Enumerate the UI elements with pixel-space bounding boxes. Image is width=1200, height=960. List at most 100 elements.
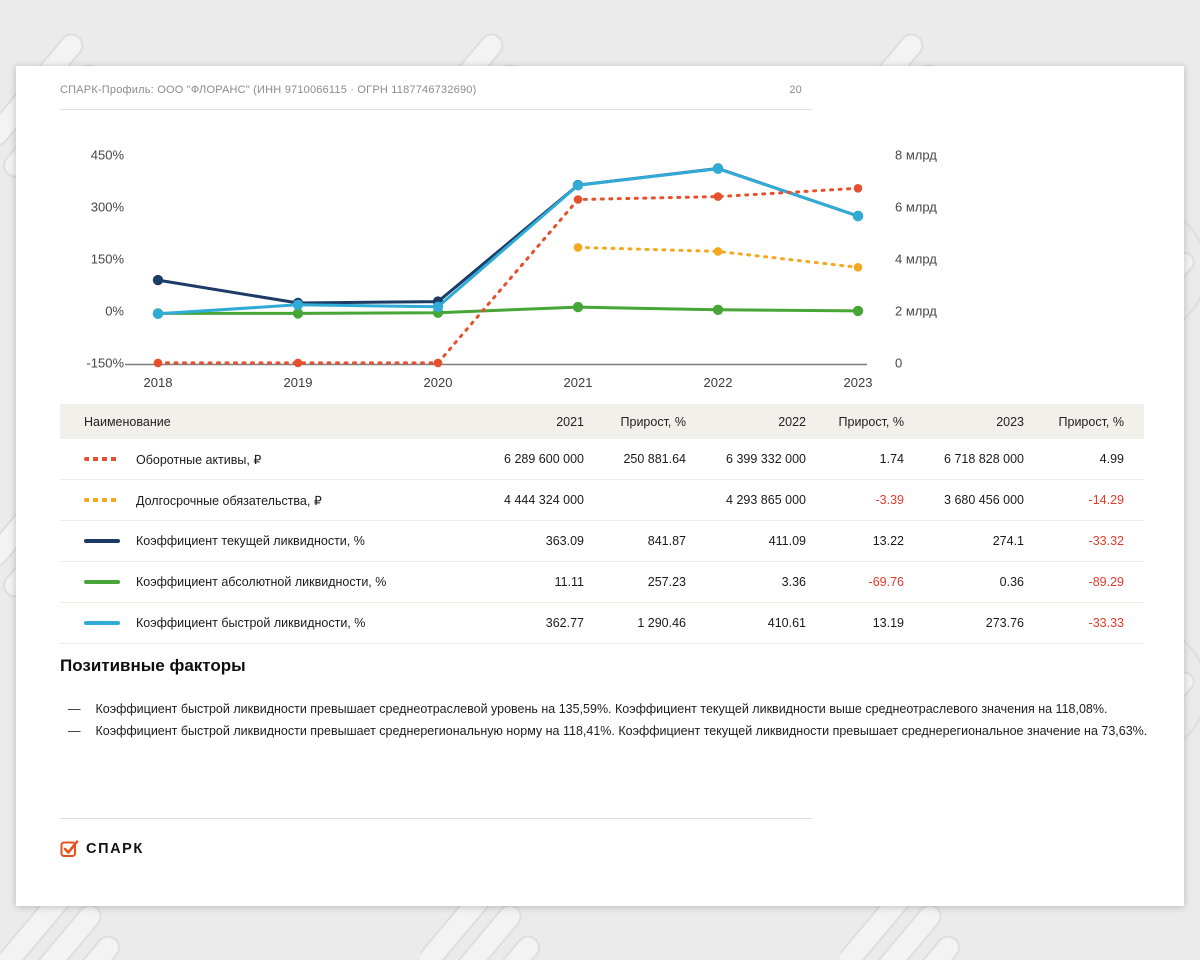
series-line-4: [156, 167, 860, 316]
series-point-0: [573, 195, 583, 204]
value-cell: -14.29: [1088, 493, 1124, 507]
right-axis-tick: 0: [895, 356, 902, 371]
series-line-3: [156, 305, 860, 315]
x-axis-year-label: 2023: [844, 375, 873, 390]
series-point-1: [713, 247, 723, 256]
value-cell: 273.76: [985, 616, 1024, 630]
column-header-5: 2023: [996, 414, 1024, 429]
liquidity-chart-svg: 450% 300% 150% 0% -150% 8 млрд 6 млрд 4 млрд 2 м…: [86, 148, 937, 391]
legend-swatch: [84, 580, 120, 584]
document-page: СПАРК-Профиль: ООО "ФЛОРАНС" (ИНН 971006…: [16, 66, 1184, 906]
value-cell: -69.76: [868, 575, 904, 589]
row-name-cell: Коэффициент быстрой ликвидности, %: [60, 616, 484, 630]
value-cell: 362.77: [545, 616, 584, 630]
left-axis-tick: 300%: [91, 200, 125, 215]
table-row: Долгосрочные обязательства, ₽ 4 444 324 0…: [60, 480, 1144, 521]
value-cell: -33.33: [1088, 616, 1124, 630]
series-line-2: [156, 167, 860, 305]
series-point-4: [432, 301, 444, 312]
value-cell: 13.22: [872, 534, 904, 548]
x-axis-year-label: 2019: [284, 375, 313, 390]
footer-divider: [60, 818, 812, 819]
positive-factors-section: Позитивные факторы — Коэффициент быстрой …: [60, 656, 1150, 738]
value-cell: 257.23: [647, 575, 686, 589]
column-header-6: Прирост, %: [1058, 414, 1124, 429]
series-point-1: [853, 263, 863, 272]
value-cell: 13.19: [872, 616, 904, 630]
value-cell: 411.09: [768, 534, 806, 548]
value-cell: 6 289 600 000: [504, 452, 584, 466]
value-cell: 4 293 865 000: [726, 493, 806, 507]
series-point-0: [713, 192, 723, 201]
series-point-1: [573, 243, 583, 252]
left-axis-tick: 150%: [91, 252, 125, 267]
row-name-cell: Оборотные активы, ₽: [60, 452, 484, 467]
value-cell: -33.32: [1088, 534, 1124, 548]
spark-logo: СПАРК: [60, 839, 144, 858]
left-axis-tick: 450%: [91, 148, 125, 163]
x-axis-year-label: 2021: [564, 375, 593, 390]
row-name-cell: Долгосрочные обязательства, ₽: [60, 493, 484, 508]
x-axis-year-label: 2022: [704, 375, 733, 390]
series-point-3: [852, 305, 864, 317]
row-name-label: Долгосрочные обязательства, ₽: [136, 493, 322, 508]
table-header-row: Наименование 2021 Прирост, % 2022 Прирост, %…: [60, 404, 1144, 439]
x-axis-year-label: 2018: [144, 375, 173, 390]
document-header: СПАРК-Профиль: ООО "ФЛОРАНС" (ИНН 971006…: [60, 78, 812, 110]
legend-swatch: [84, 457, 120, 461]
value-cell: 11.11: [554, 575, 584, 589]
value-cell: 0.36: [999, 575, 1024, 589]
legend-swatch: [84, 498, 120, 502]
value-cell: 3 680 456 000: [944, 493, 1024, 507]
value-cell: 4.99: [1099, 452, 1124, 466]
liquidity-chart: 450% 300% 150% 0% -150% 8 млрд 6 млрд 4 млрд 2 м…: [16, 136, 1184, 406]
value-cell: 841.87: [647, 534, 686, 548]
checkbox-check-icon: [60, 840, 79, 857]
value-cell: -3.39: [875, 493, 905, 507]
value-cell: 1 290.46: [637, 616, 686, 630]
column-header-1: 2021: [556, 414, 584, 429]
value-cell: 3.36: [781, 575, 806, 589]
bullet-dash: —: [68, 724, 81, 739]
legend-swatch: [84, 621, 120, 625]
series-point-0: [853, 184, 863, 193]
table-row: Оборотные активы, ₽ 6 289 600 000 250 881.…: [60, 439, 1144, 480]
logo-text: СПАРК: [86, 840, 144, 857]
series-point-4: [852, 210, 864, 222]
bullet-text: Коэффициент быстрой ликвидности превышае…: [95, 702, 1108, 716]
bullet-text: Коэффициент быстрой ликвидности превышае…: [95, 724, 1148, 739]
right-axis-tick: 6 млрд: [895, 200, 937, 215]
value-cell: -89.29: [1088, 575, 1124, 589]
row-name-label: Коэффициент текущей ликвидности, %: [136, 534, 365, 548]
series-point-2: [152, 274, 164, 286]
factor-bullet: — Коэффициент быстрой ликвидности превыша…: [60, 724, 1150, 739]
series-point-3: [712, 304, 724, 315]
series-point-4: [152, 308, 164, 319]
table-row: Коэффициент текущей ликвидности, % 363.09…: [60, 521, 1144, 562]
positive-factors-heading: Позитивные факторы: [60, 656, 246, 675]
value-cell: 274.1: [992, 534, 1024, 548]
left-axis-tick: -150%: [86, 356, 124, 371]
left-axis-tick: 0%: [105, 304, 124, 319]
column-header-0: Наименование: [84, 414, 171, 429]
row-name-label: Коэффициент абсолютной ликвидности, %: [136, 575, 387, 589]
value-cell: 250 881.64: [623, 452, 686, 466]
factor-bullet: — Коэффициент быстрой ликвидности превыша…: [60, 702, 1150, 716]
value-cell: 410.61: [767, 616, 806, 630]
value-cell: 1.74: [879, 452, 904, 466]
column-header-2: Прирост, %: [620, 414, 686, 429]
series-point-4: [572, 180, 584, 191]
x-axis-year-label: 2020: [424, 375, 453, 390]
series-line-0: [156, 186, 860, 365]
table-row: Коэффициент абсолютной ликвидности, % 11.…: [60, 562, 1144, 603]
series-point-0: [433, 358, 443, 368]
series-point-4: [292, 299, 304, 310]
row-name-cell: Коэффициент текущей ликвидности, %: [60, 534, 484, 548]
bullet-dash: —: [68, 702, 81, 716]
series-point-3: [292, 308, 304, 319]
value-cell: 6 399 332 000: [726, 452, 806, 466]
page-number: 20: [789, 84, 802, 96]
row-name-cell: Коэффициент абсолютной ликвидности, %: [60, 575, 484, 589]
row-name-label: Коэффициент быстрой ликвидности, %: [136, 616, 366, 630]
series-point-0: [293, 358, 303, 368]
